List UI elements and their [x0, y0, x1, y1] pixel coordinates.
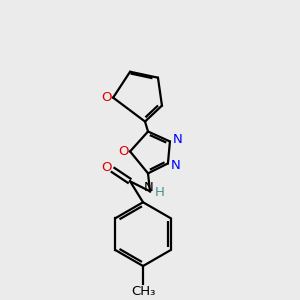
Text: N: N	[173, 133, 183, 146]
Text: N: N	[171, 159, 181, 172]
Text: N: N	[144, 181, 154, 194]
Text: O: O	[118, 145, 128, 158]
Text: O: O	[101, 161, 111, 174]
Text: O: O	[101, 91, 111, 104]
Text: CH₃: CH₃	[131, 285, 155, 298]
Text: H: H	[155, 186, 165, 199]
